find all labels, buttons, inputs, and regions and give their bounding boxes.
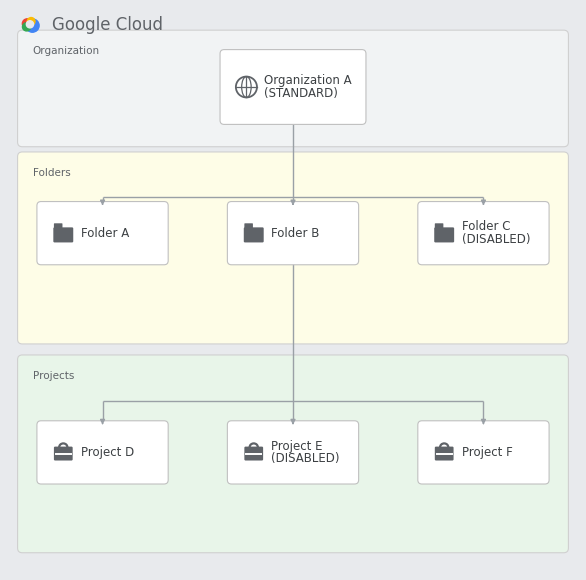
Text: Organization: Organization [33,46,100,56]
Circle shape [26,19,39,32]
FancyBboxPatch shape [53,227,73,242]
FancyBboxPatch shape [244,447,263,461]
FancyBboxPatch shape [54,223,63,230]
Text: Project F: Project F [462,446,513,459]
Circle shape [22,19,32,28]
FancyBboxPatch shape [434,227,454,242]
Text: (DISABLED): (DISABLED) [271,452,340,465]
Text: Google Cloud: Google Cloud [52,16,163,34]
Text: Projects: Projects [33,371,74,381]
FancyBboxPatch shape [37,421,168,484]
Text: Project D: Project D [81,446,134,459]
Text: (STANDARD): (STANDARD) [264,87,338,100]
Text: (DISABLED): (DISABLED) [462,233,530,246]
FancyBboxPatch shape [54,447,73,461]
Text: Organization A: Organization A [264,74,352,87]
Text: Folder A: Folder A [81,227,129,240]
Circle shape [22,23,30,31]
FancyBboxPatch shape [418,202,549,264]
Circle shape [26,21,33,28]
FancyBboxPatch shape [18,30,568,147]
FancyBboxPatch shape [18,355,568,553]
Text: Project E: Project E [271,440,323,452]
FancyBboxPatch shape [435,223,444,230]
Text: Folder B: Folder B [271,227,320,240]
FancyBboxPatch shape [220,50,366,125]
Text: Folders: Folders [33,168,70,178]
FancyBboxPatch shape [435,447,454,461]
FancyBboxPatch shape [18,152,568,344]
FancyBboxPatch shape [244,223,253,230]
Text: Folder C: Folder C [462,220,510,233]
FancyBboxPatch shape [227,202,359,264]
FancyBboxPatch shape [37,202,168,264]
FancyBboxPatch shape [244,227,264,242]
FancyBboxPatch shape [227,421,359,484]
Circle shape [27,17,35,25]
FancyBboxPatch shape [418,421,549,484]
